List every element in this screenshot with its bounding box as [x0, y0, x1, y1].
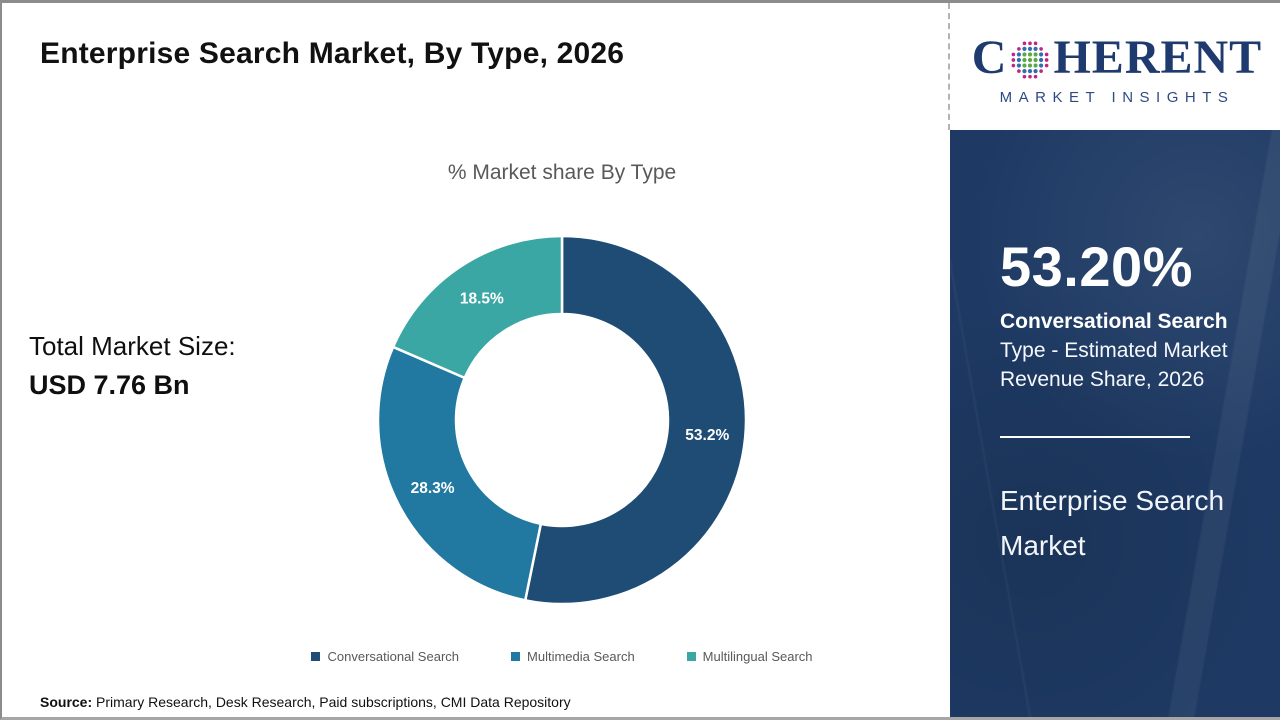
legend-marker-icon: [311, 652, 321, 661]
stat-desc-line-2: Type - Estimated Market: [1000, 338, 1228, 362]
globe-dot: [1023, 74, 1027, 78]
globe-dot: [1034, 41, 1038, 45]
globe-dot: [1028, 41, 1033, 45]
globe-dot: [1017, 46, 1022, 51]
dotted-globe-icon: [1012, 41, 1049, 78]
logo-tagline: MARKET INSIGHTS: [999, 88, 1235, 106]
globe-dot: [1022, 51, 1028, 57]
donut-slice-label-multilingual-search: 18.5%: [460, 290, 504, 307]
globe-dot: [1045, 52, 1049, 56]
globe-dot: [1045, 57, 1049, 62]
stat-desc-line-3: Revenue Share, 2026: [1000, 367, 1205, 391]
globe-dot: [1022, 62, 1028, 68]
logo-word-rest: HERENT: [1053, 30, 1263, 84]
globe-dot: [1028, 68, 1033, 73]
globe-dot: [1022, 46, 1028, 51]
globe-dot: [1012, 52, 1016, 56]
chart-legend: Conversational Search Multimedia Search Mu…: [2, 649, 1122, 664]
headline-stat-value: 53.20%: [1000, 235, 1193, 298]
page-title: Enterprise Search Market, By Type, 2026: [40, 37, 625, 70]
globe-dot: [1012, 63, 1016, 67]
globe-dot: [1033, 68, 1039, 73]
legend-item-multimedia-search: Multimedia Search: [511, 649, 635, 664]
legend-marker-icon: [686, 652, 696, 661]
sidebar-content: 53.20% Conversational Search Type - Esti…: [950, 130, 1280, 394]
logo-wordmark: C HERENT: [971, 30, 1263, 84]
globe-dot: [1033, 46, 1039, 51]
market-name: Enterprise Search Market: [1000, 478, 1280, 568]
chart-title: % Market share By Type: [447, 161, 677, 184]
donut-slice-multimedia-search: [376, 345, 543, 602]
sidebar-divider: [1000, 435, 1190, 438]
globe-dot: [1033, 62, 1039, 68]
globe-dot: [1012, 57, 1016, 62]
source-text-value: Primary Research, Desk Research, Paid su…: [96, 694, 571, 710]
globe-dot: [1028, 74, 1033, 78]
globe-dot: [1039, 57, 1044, 62]
legend-item-conversational-search: Conversational Search: [311, 649, 459, 664]
globe-dot: [1028, 46, 1033, 51]
legend-label: Conversational Search: [327, 649, 460, 664]
globe-dot: [1022, 68, 1028, 73]
globe-dot: [1028, 51, 1033, 57]
legend-item-multilingual-search: Multilingual Search: [686, 649, 813, 664]
market-name-line-1: Enterprise Search: [1000, 484, 1225, 516]
globe-dot: [1022, 57, 1028, 62]
legend-marker-icon: [511, 652, 521, 661]
donut-slice-multilingual-search: [391, 234, 564, 380]
donut-slice-conversational-search: [524, 234, 748, 606]
globe-dot: [1039, 62, 1044, 68]
legend-label: Multilingual Search: [702, 649, 813, 664]
globe-dot: [1039, 51, 1044, 57]
globe-dot: [1034, 74, 1038, 78]
donut-slice-label-multimedia-search: 28.3%: [411, 480, 455, 497]
company-logo: C HERENT MARKET INSIGHTS: [948, 3, 1280, 130]
globe-dot: [1028, 57, 1033, 62]
globe-dot: [1017, 62, 1022, 68]
highlight-sidebar: 53.20% Conversational Search Type - Esti…: [950, 130, 1280, 717]
donut-chart: 53.2% 28.3% 18.5%: [376, 234, 748, 606]
legend-label: Multimedia Search: [527, 649, 635, 664]
globe-dot: [1017, 57, 1022, 62]
globe-dot: [1023, 41, 1027, 45]
headline-stat-description: Conversational Search Type - Estimated M…: [1000, 307, 1252, 394]
globe-dot: [1017, 51, 1022, 57]
total-market-label: Total Market Size:: [29, 331, 236, 361]
globe-dot: [1017, 68, 1022, 73]
logo-letter-c: C: [971, 30, 1008, 84]
stat-desc-line-1: Conversational Search: [1000, 309, 1228, 333]
source-label: Source:: [40, 694, 93, 710]
globe-dot: [1033, 57, 1039, 62]
market-name-line-2: Market: [1000, 529, 1086, 561]
globe-dot: [1039, 68, 1044, 73]
donut-slice-label-conversational-search: 53.2%: [685, 427, 729, 444]
total-market-size: Total Market Size: USD 7.76 Bn: [29, 327, 236, 405]
total-market-value: USD 7.76 Bn: [29, 370, 190, 400]
globe-dot: [1039, 46, 1044, 51]
globe-dot: [1045, 63, 1049, 67]
donut-chart-container: 53.2% 28.3% 18.5%: [376, 234, 748, 606]
globe-dot: [1028, 62, 1033, 68]
source-note: Source: Primary Research, Desk Research,…: [40, 694, 571, 710]
globe-dot: [1033, 51, 1039, 57]
